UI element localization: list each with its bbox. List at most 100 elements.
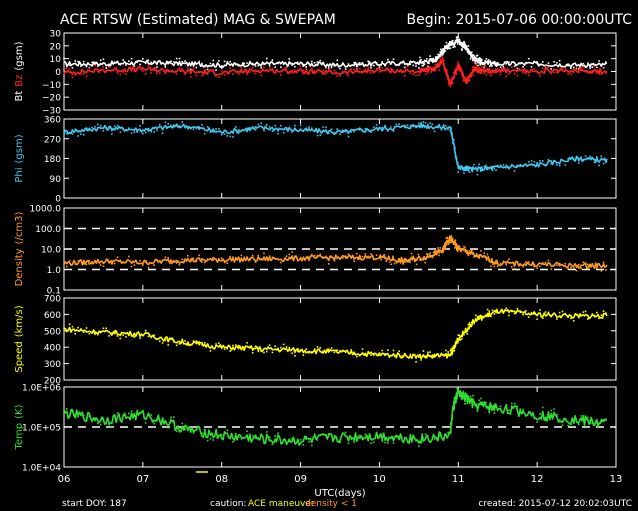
data-point-mag-1-68	[158, 72, 161, 74]
data-point-density-0-30	[105, 258, 108, 261]
data-point-mag-1-168	[299, 65, 302, 67]
data-point-density-0-84	[181, 258, 184, 261]
data-point-mag-0-92	[192, 62, 195, 65]
data-point-density-0-142	[263, 252, 265, 255]
data-point-mag-1-140	[260, 74, 262, 77]
data-point-mag-0-200	[344, 68, 347, 70]
data-point-mag-0-114	[223, 60, 226, 63]
data-point-phi-0-326	[467, 169, 470, 172]
data-point-mag-0-542	[587, 62, 589, 65]
data-point-temp-0-396	[541, 406, 544, 409]
data-point-density-0-272	[419, 259, 421, 261]
data-point-density-0-290	[431, 256, 434, 259]
data-point-speed-0-72	[164, 339, 167, 341]
data-point-phi-0-104	[209, 131, 212, 133]
data-point-mag-1-538	[582, 66, 585, 68]
data-point-mag-0-338	[450, 41, 452, 43]
data-point-mag-1-72	[164, 72, 167, 75]
data-point-speed-0-266	[433, 356, 436, 358]
data-point-speed-0-106	[212, 347, 215, 350]
data-point-speed-0-386	[527, 316, 530, 318]
data-point-temp-0-312	[459, 393, 462, 396]
data-point-phi-0-56	[142, 132, 144, 135]
data-point-speed-0-152	[277, 347, 279, 350]
data-point-mag-1-134	[251, 66, 254, 69]
data-point-phi-0-422	[578, 162, 580, 164]
data-point-phi-0-288	[451, 141, 454, 144]
data-point-density-0-472	[570, 266, 572, 269]
data-point-mag-1-426	[474, 69, 477, 72]
data-point-temp-0-2	[66, 408, 68, 410]
data-point-mag-0-536	[580, 63, 582, 66]
data-point-phi-0-304	[456, 163, 458, 165]
data-point-temp-0-430	[587, 416, 589, 419]
data-point-temp-0-108	[215, 428, 217, 431]
data-point-temp-0-8	[74, 413, 77, 416]
data-point-phi-0-416	[570, 157, 572, 160]
data-point-phi-0-26	[99, 124, 102, 127]
data-point-speed-0-392	[536, 318, 538, 321]
data-point-mag-0-390	[464, 48, 467, 50]
data-point-mag-1-190	[330, 72, 333, 74]
data-point-mag-0-10	[77, 60, 79, 63]
data-point-phi-0-28	[102, 130, 105, 132]
data-point-density-0-210	[358, 258, 361, 260]
data-point-mag-0-52	[136, 61, 139, 64]
data-point-speed-0-348	[483, 315, 485, 318]
data-point-phi-0-64	[153, 131, 155, 133]
data-point-density-0-382	[467, 254, 470, 257]
data-point-mag-1-216	[367, 66, 369, 69]
data-point-mag-1-40	[119, 73, 122, 76]
data-point-mag-1-534	[578, 71, 580, 74]
data-point-temp-0-222	[375, 433, 378, 436]
data-point-mag-0-90	[189, 68, 192, 71]
data-point-mag-1-104	[209, 69, 212, 71]
data-point-mag-0-460	[487, 59, 490, 61]
data-point-mag-0-96	[198, 60, 200, 63]
data-point-speed-0-168	[299, 349, 302, 351]
data-point-mag-1-184	[322, 69, 324, 72]
data-point-density-0-132	[249, 257, 251, 260]
data-point-speed-0-182	[319, 347, 322, 349]
data-point-mag-0-50	[133, 65, 136, 68]
data-point-density-0-460	[553, 264, 555, 266]
data-point-speed-0-134	[251, 352, 254, 354]
data-point-phi-0-430	[587, 157, 589, 159]
data-point-phi-0-218	[370, 131, 372, 133]
data-point-speed-0-110	[218, 342, 220, 344]
data-point-mag-0-230	[387, 58, 389, 61]
data-point-mag-0-116	[226, 60, 229, 63]
data-point-mag-0-206	[353, 61, 355, 64]
data-point-mag-1-178	[313, 72, 316, 75]
data-point-temp-0-424	[580, 415, 582, 417]
data-point-speed-0-66	[156, 338, 158, 340]
data-point-density-0-230	[383, 254, 386, 256]
data-point-temp-0-16	[85, 417, 88, 420]
data-point-mag-1-282	[434, 67, 436, 70]
data-point-mag-0-308	[441, 54, 444, 56]
data-point-mag-1-132	[249, 71, 251, 73]
data-point-mag-0-220	[372, 64, 375, 67]
data-point-mag-0-316	[443, 45, 446, 47]
data-point-mag-0-176	[311, 60, 313, 63]
data-point-temp-0-50	[133, 413, 136, 416]
data-point-temp-0-270	[438, 435, 440, 437]
data-point-speed-0-330	[469, 325, 472, 328]
data-point-temp-0-384	[525, 414, 527, 417]
data-point-temp-0-96	[198, 426, 200, 429]
data-point-mag-1-360	[456, 68, 458, 70]
data-point-mag-1-436	[477, 70, 480, 73]
data-point-mag-1-236	[395, 71, 398, 73]
data-point-phi-0-254	[420, 122, 422, 124]
data-point-mag-1-48	[130, 70, 133, 72]
data-point-speed-0-318	[463, 333, 465, 336]
series-speed-0	[63, 307, 608, 363]
data-point-phi-0-144	[265, 124, 268, 126]
data-point-speed-0-236	[395, 354, 398, 356]
data-point-temp-0-134	[251, 434, 254, 437]
data-point-mag-0-356	[455, 40, 457, 43]
data-point-mag-0-498	[527, 57, 530, 60]
data-point-mag-1-208	[356, 70, 358, 73]
data-point-density-0-96	[198, 254, 200, 257]
